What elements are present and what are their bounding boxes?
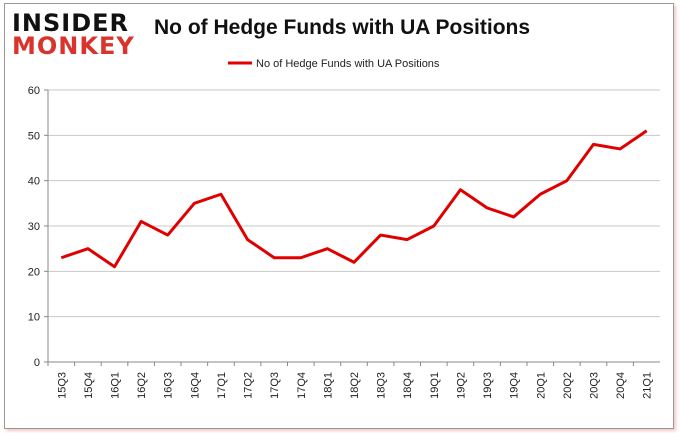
y-tick-label: 10 [28, 312, 40, 324]
x-tick-label: 20Q1 [535, 372, 547, 399]
x-tick-label: 19Q2 [455, 372, 467, 399]
x-tick-label: 18Q1 [322, 372, 334, 399]
x-tick-label: 19Q4 [509, 372, 521, 399]
x-tick-label: 21Q1 [642, 372, 654, 399]
x-tick-label: 19Q3 [482, 372, 494, 399]
y-tick-label: 0 [34, 357, 40, 369]
x-tick-label: 17Q2 [243, 372, 255, 399]
series-line [60, 129, 648, 269]
y-tick-label: 20 [28, 266, 40, 278]
x-tick-label: 16Q1 [110, 372, 122, 399]
y-tick-label: 60 [28, 85, 40, 97]
chart-title: No of Hedge Funds with UA Positions [154, 16, 531, 39]
x-tick-label: 20Q2 [562, 372, 574, 399]
x-tick-label: 16Q3 [163, 372, 175, 399]
x-tick-label: 17Q4 [296, 372, 308, 399]
x-tick-label: 20Q4 [615, 372, 627, 399]
y-tick-label: 40 [28, 176, 40, 188]
x-tick-label: 17Q1 [216, 372, 228, 399]
x-tick-label: 17Q3 [269, 372, 281, 399]
logo-line2: MONKEY [12, 32, 135, 60]
logo-line1: INSIDER [12, 9, 130, 37]
y-tick-label: 30 [28, 221, 40, 233]
x-tick-label: 18Q4 [402, 372, 414, 399]
chart-frame [4, 3, 674, 429]
x-tick-label: 16Q2 [136, 372, 148, 399]
legend-label: No of Hedge Funds with UA Positions [256, 58, 440, 70]
x-tick-label: 18Q2 [349, 372, 361, 399]
x-tick-label: 15Q4 [83, 372, 95, 399]
x-tick-label: 19Q1 [429, 372, 441, 399]
x-tick-label: 18Q3 [376, 372, 388, 399]
y-tick-label: 50 [28, 130, 40, 142]
insider-monkey-logo: INSIDER MONKEY [12, 9, 135, 60]
x-tick-label: 15Q3 [56, 372, 68, 399]
x-tick-label: 16Q4 [189, 372, 201, 399]
x-tick-label: 20Q3 [588, 372, 600, 399]
